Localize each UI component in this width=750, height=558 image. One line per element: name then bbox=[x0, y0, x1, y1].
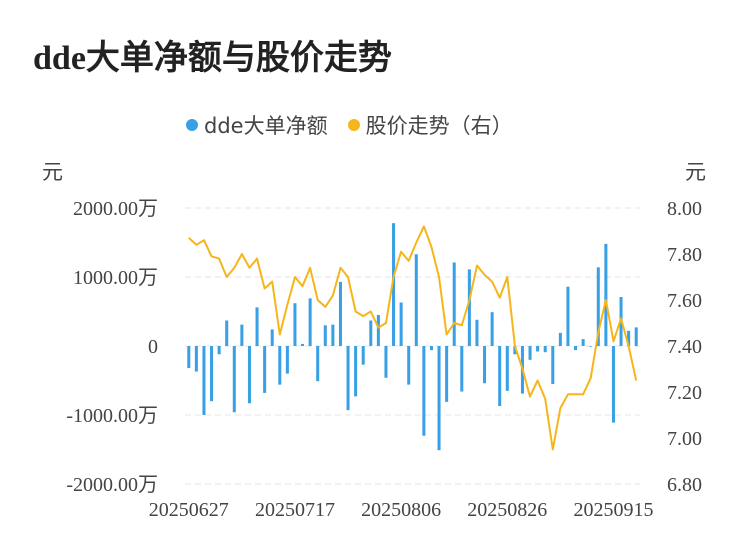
bar bbox=[483, 346, 487, 384]
bar bbox=[437, 346, 441, 451]
bar bbox=[611, 346, 615, 423]
bar bbox=[429, 346, 433, 351]
bar bbox=[369, 320, 373, 346]
bar bbox=[263, 346, 267, 393]
y-right-tick-label: 7.00 bbox=[667, 428, 702, 450]
bar bbox=[323, 325, 327, 346]
bar bbox=[490, 312, 494, 346]
x-tick-label: 20250915 bbox=[573, 499, 653, 521]
bar bbox=[278, 346, 282, 385]
legend-item-line[interactable]: 股价走势（右） bbox=[347, 110, 513, 140]
legend-bar-marker bbox=[186, 119, 198, 131]
bar bbox=[202, 346, 206, 415]
bar bbox=[422, 346, 426, 436]
chart-legend: dde大单净额 股价走势（右） bbox=[186, 110, 525, 140]
x-tick-label: 20250806 bbox=[361, 499, 441, 521]
bar bbox=[270, 329, 274, 346]
bar bbox=[604, 243, 608, 346]
bar bbox=[619, 297, 623, 346]
bar bbox=[232, 346, 236, 413]
bar bbox=[460, 346, 464, 392]
bar bbox=[194, 346, 198, 372]
y-right-tick-label: 8.00 bbox=[667, 198, 702, 220]
bar bbox=[558, 332, 562, 346]
bar bbox=[399, 302, 403, 346]
y-right-tick-label: 7.20 bbox=[667, 382, 702, 404]
y-right-tick-label: 7.60 bbox=[667, 290, 702, 312]
bar bbox=[392, 223, 396, 346]
bar bbox=[574, 346, 578, 351]
bar bbox=[467, 269, 471, 346]
bar bbox=[627, 330, 631, 346]
x-tick-label: 20250826 bbox=[467, 499, 547, 521]
bar bbox=[505, 346, 509, 391]
bar bbox=[407, 346, 411, 385]
bar bbox=[520, 346, 524, 394]
y-left-tick-label: -2000.00万 bbox=[66, 474, 158, 496]
legend-item-bar[interactable]: dde大单净额 bbox=[186, 110, 328, 140]
right-axis-unit: 元 bbox=[685, 160, 706, 184]
bar bbox=[581, 339, 585, 346]
bar bbox=[361, 346, 365, 365]
bar bbox=[240, 324, 244, 346]
bar bbox=[536, 346, 540, 352]
bar bbox=[225, 320, 229, 346]
bar bbox=[331, 324, 335, 346]
bar bbox=[528, 346, 532, 360]
x-tick-label: 20250717 bbox=[255, 499, 335, 521]
y-left-tick-label: 1000.00万 bbox=[73, 267, 158, 289]
bar bbox=[316, 346, 320, 382]
bar bbox=[445, 346, 449, 402]
bar bbox=[452, 262, 456, 346]
legend-bar-label: dde大单净额 bbox=[204, 114, 328, 138]
bar bbox=[566, 286, 570, 346]
price-line bbox=[188, 225, 638, 451]
bar bbox=[338, 281, 342, 346]
bar bbox=[498, 346, 502, 407]
bar bbox=[475, 319, 479, 346]
bar bbox=[217, 346, 221, 355]
x-tick-label: 20250627 bbox=[149, 499, 229, 521]
y-left-tick-label: 2000.00万 bbox=[73, 198, 158, 220]
bar bbox=[210, 346, 214, 402]
bar bbox=[384, 346, 388, 378]
y-right-tick-label: 7.40 bbox=[667, 336, 702, 358]
y-right-tick-label: 6.80 bbox=[667, 474, 702, 496]
chart-title: dde大单净额与股价走势 bbox=[33, 40, 392, 77]
bar bbox=[589, 346, 593, 347]
left-axis-unit: 元 bbox=[42, 160, 63, 184]
bar bbox=[346, 346, 350, 411]
bar bbox=[551, 346, 555, 384]
y-right-tick-label: 7.80 bbox=[667, 244, 702, 266]
bar bbox=[634, 327, 638, 346]
bar bbox=[513, 346, 517, 355]
bar bbox=[596, 267, 600, 346]
bar bbox=[301, 343, 305, 346]
y-left-tick-label: -1000.00万 bbox=[66, 405, 158, 427]
bar bbox=[308, 298, 312, 346]
bar bbox=[247, 346, 251, 404]
y-left-tick-label: 0 bbox=[148, 336, 158, 358]
bar bbox=[414, 254, 418, 346]
bar bbox=[543, 346, 547, 353]
bar bbox=[293, 303, 297, 346]
bar bbox=[354, 346, 358, 397]
bar bbox=[187, 346, 191, 369]
bar bbox=[285, 346, 289, 374]
bar bbox=[376, 314, 380, 346]
legend-line-label: 股价走势（右） bbox=[365, 114, 513, 138]
legend-line-marker bbox=[347, 119, 360, 131]
bar bbox=[255, 307, 259, 346]
